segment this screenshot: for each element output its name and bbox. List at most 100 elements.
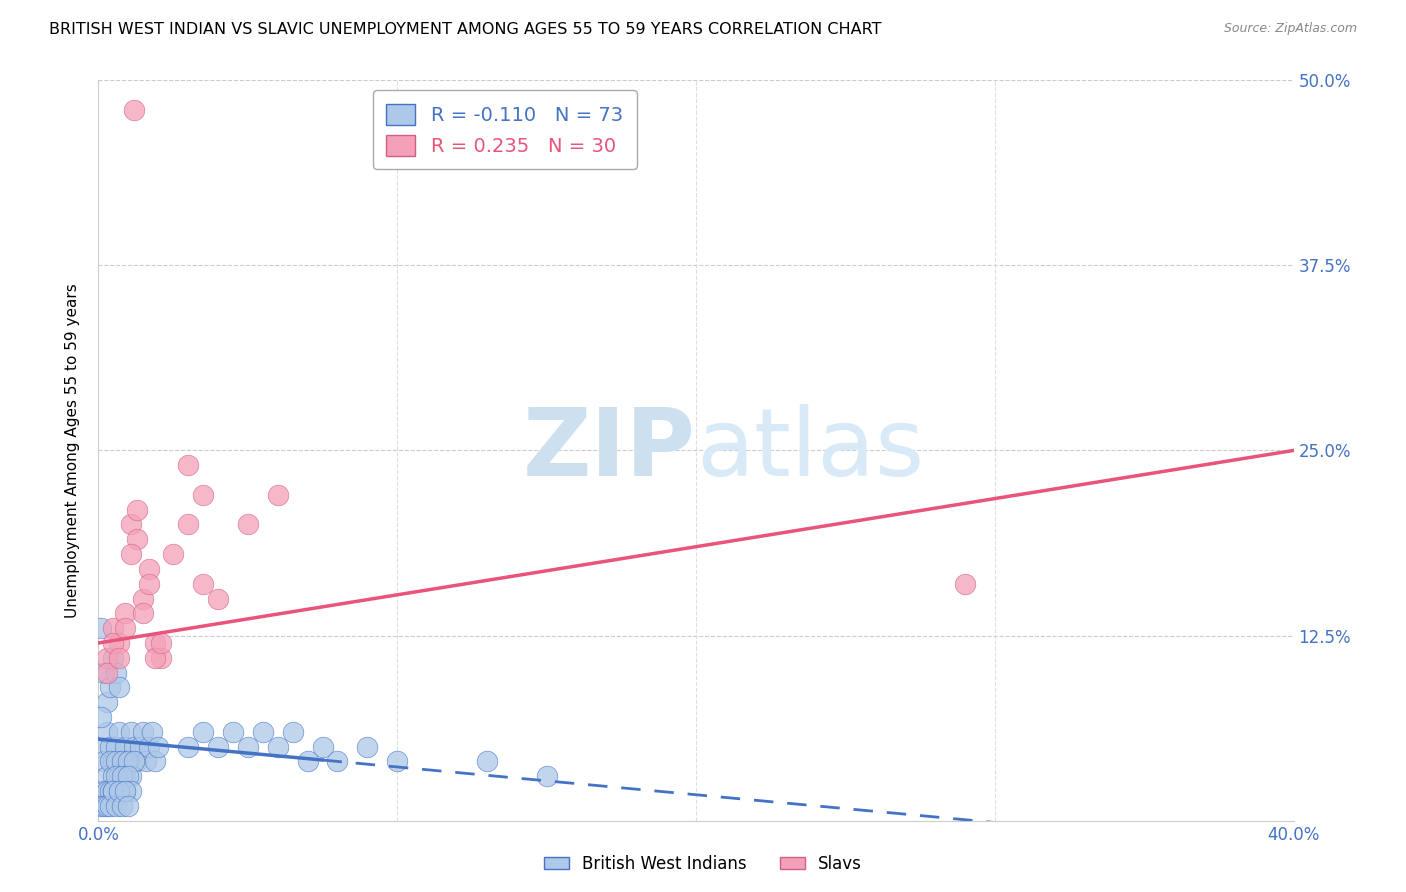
Point bbox=[326, 755, 349, 769]
Point bbox=[127, 533, 149, 547]
Point bbox=[98, 755, 122, 769]
Point bbox=[267, 488, 290, 502]
Point bbox=[132, 591, 155, 606]
Point bbox=[111, 755, 134, 769]
Point bbox=[96, 665, 118, 680]
Point bbox=[105, 739, 128, 754]
Point bbox=[281, 724, 304, 739]
Point bbox=[124, 755, 146, 769]
Point bbox=[93, 798, 115, 813]
Point bbox=[132, 724, 155, 739]
Point bbox=[114, 739, 136, 754]
Point bbox=[143, 636, 166, 650]
Point bbox=[98, 798, 122, 813]
Point bbox=[536, 769, 558, 783]
Point bbox=[108, 784, 131, 798]
Point bbox=[105, 798, 128, 813]
Point bbox=[108, 650, 131, 665]
Point bbox=[177, 458, 200, 473]
Point bbox=[120, 517, 142, 532]
Point bbox=[108, 784, 131, 798]
Point bbox=[98, 784, 122, 798]
Point bbox=[127, 502, 149, 516]
Point bbox=[129, 739, 152, 754]
Point bbox=[93, 665, 115, 680]
Point bbox=[222, 724, 245, 739]
Point bbox=[207, 739, 229, 754]
Point bbox=[475, 755, 498, 769]
Point bbox=[96, 769, 118, 783]
Point bbox=[177, 517, 200, 532]
Text: BRITISH WEST INDIAN VS SLAVIC UNEMPLOYMENT AMONG AGES 55 TO 59 YEARS CORRELATION: BRITISH WEST INDIAN VS SLAVIC UNEMPLOYME… bbox=[49, 22, 882, 37]
Point bbox=[132, 607, 155, 621]
Legend: British West Indians, Slavs: British West Indians, Slavs bbox=[537, 848, 869, 880]
Point bbox=[177, 739, 200, 754]
Point bbox=[108, 636, 131, 650]
Point bbox=[98, 739, 122, 754]
Point bbox=[143, 650, 166, 665]
Point bbox=[191, 488, 214, 502]
Point bbox=[143, 755, 166, 769]
Point bbox=[90, 798, 112, 813]
Point bbox=[108, 681, 131, 695]
Point bbox=[90, 739, 112, 754]
Point bbox=[96, 724, 118, 739]
Point bbox=[297, 755, 319, 769]
Text: Source: ZipAtlas.com: Source: ZipAtlas.com bbox=[1223, 22, 1357, 36]
Point bbox=[96, 695, 118, 709]
Point bbox=[93, 755, 115, 769]
Point bbox=[120, 784, 142, 798]
Point bbox=[103, 650, 125, 665]
Point bbox=[105, 755, 128, 769]
Point bbox=[141, 724, 163, 739]
Point bbox=[267, 739, 290, 754]
Point bbox=[117, 755, 139, 769]
Point bbox=[127, 755, 149, 769]
Point bbox=[103, 769, 125, 783]
Point bbox=[114, 784, 136, 798]
Point bbox=[162, 547, 184, 561]
Point bbox=[120, 547, 142, 561]
Point bbox=[108, 769, 131, 783]
Point bbox=[114, 621, 136, 635]
Point bbox=[114, 769, 136, 783]
Point bbox=[105, 769, 128, 783]
Point bbox=[124, 103, 146, 117]
Point bbox=[103, 621, 125, 635]
Point bbox=[138, 576, 160, 591]
Point bbox=[138, 739, 160, 754]
Point bbox=[111, 755, 134, 769]
Point bbox=[103, 755, 125, 769]
Point bbox=[103, 784, 125, 798]
Point bbox=[191, 724, 214, 739]
Legend: R = -0.110   N = 73, R = 0.235   N = 30: R = -0.110 N = 73, R = 0.235 N = 30 bbox=[373, 90, 637, 169]
Point bbox=[120, 724, 142, 739]
Point bbox=[191, 576, 214, 591]
Point bbox=[138, 562, 160, 576]
Text: atlas: atlas bbox=[696, 404, 924, 497]
Point bbox=[108, 724, 131, 739]
Point bbox=[103, 784, 125, 798]
Point bbox=[252, 724, 274, 739]
Point bbox=[117, 769, 139, 783]
Y-axis label: Unemployment Among Ages 55 to 59 years: Unemployment Among Ages 55 to 59 years bbox=[65, 283, 80, 618]
Point bbox=[114, 607, 136, 621]
Point bbox=[90, 621, 112, 635]
Point bbox=[96, 650, 118, 665]
Point bbox=[90, 710, 112, 724]
Point bbox=[117, 798, 139, 813]
Point bbox=[98, 681, 122, 695]
Point bbox=[236, 517, 259, 532]
Point bbox=[150, 636, 173, 650]
Point bbox=[96, 798, 118, 813]
Point bbox=[150, 650, 173, 665]
Point bbox=[114, 784, 136, 798]
Point bbox=[356, 739, 378, 754]
Point bbox=[120, 769, 142, 783]
Point bbox=[103, 636, 125, 650]
Point bbox=[111, 798, 134, 813]
Point bbox=[953, 576, 976, 591]
Point bbox=[311, 739, 333, 754]
Point bbox=[135, 755, 157, 769]
Point bbox=[385, 755, 409, 769]
